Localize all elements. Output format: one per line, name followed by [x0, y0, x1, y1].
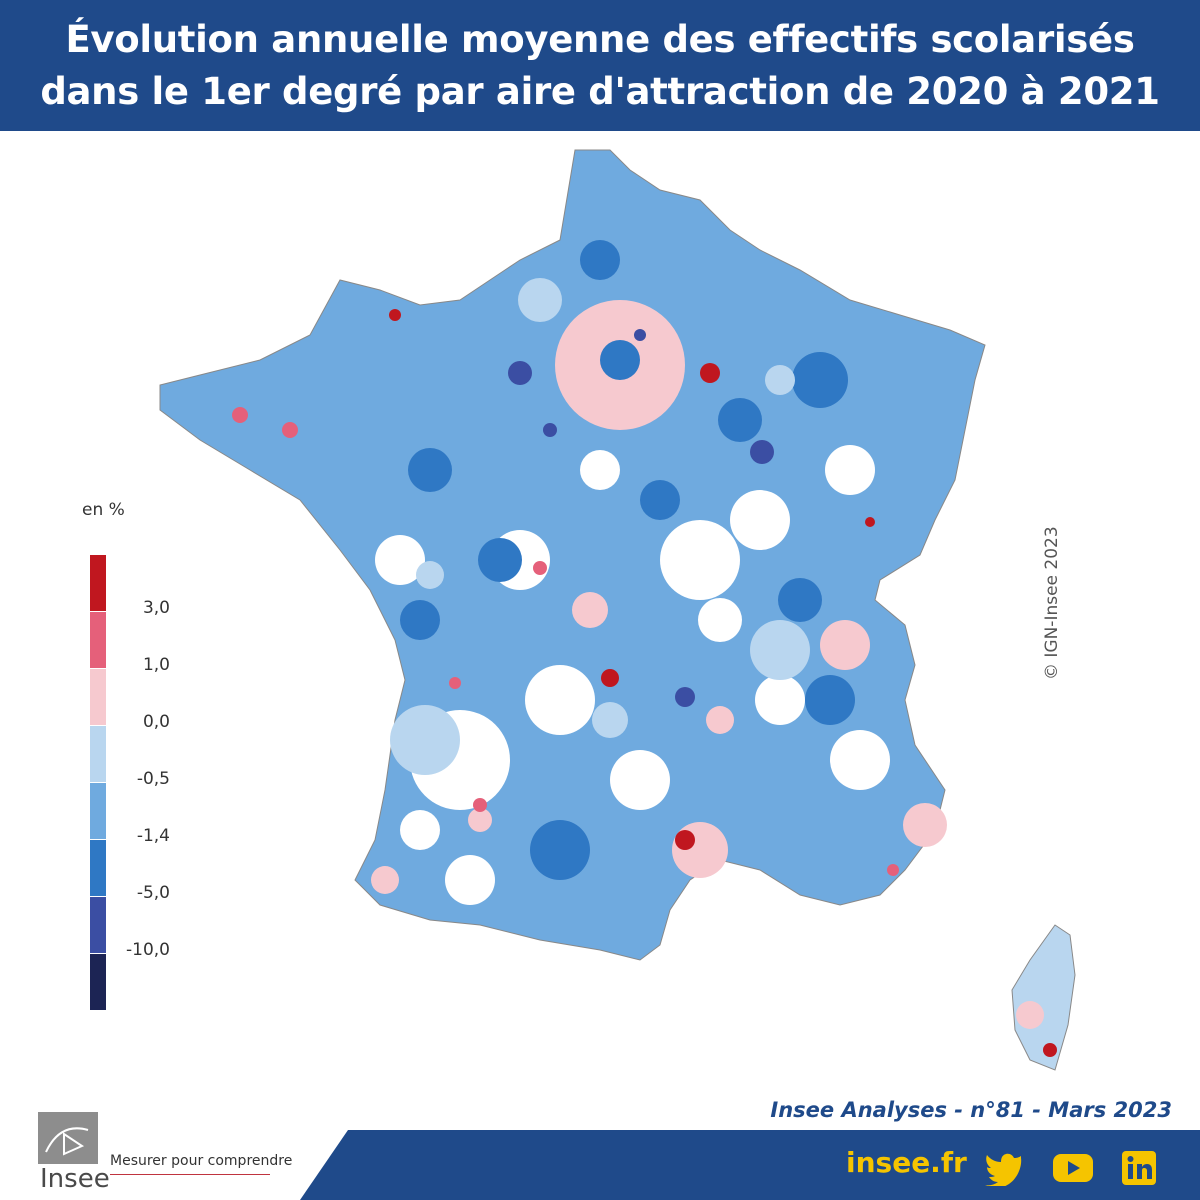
source-citation: Insee Analyses - n°81 - Mars 2023: [770, 1098, 1172, 1122]
legend: 3,0 1,0 0,0 -0,5 -1,4 -5,0 -10,0: [90, 555, 210, 1025]
choropleth-map: [0, 131, 1200, 1121]
tagline-underline: [110, 1174, 270, 1175]
insee-logo: [38, 1112, 98, 1164]
site-link[interactable]: insee.fr: [846, 1146, 967, 1179]
linkedin-icon[interactable]: [1120, 1150, 1160, 1186]
legend-swatch: [90, 669, 106, 725]
logo-text: Insee: [40, 1164, 110, 1194]
legend-label: -10,0: [126, 940, 170, 960]
legend-label: -1,4: [136, 826, 170, 846]
header-banner: Évolution annuelle moyenne des effectifs…: [0, 0, 1200, 131]
legend-swatch: [90, 783, 106, 839]
legend-swatch: [90, 612, 106, 668]
legend-unit: en %: [82, 500, 125, 520]
legend-swatch: [90, 726, 106, 782]
corsica: [1011, 924, 1076, 1071]
legend-label: -5,0: [136, 883, 170, 903]
paris-core: [600, 340, 640, 380]
legend-label: 0,0: [142, 712, 170, 732]
legend-label: -0,5: [136, 769, 170, 789]
red-zones: [389, 309, 1057, 1057]
legend-label: 1,0: [142, 655, 170, 675]
legend-swatch: [90, 954, 106, 1010]
legend-swatch: [90, 840, 106, 896]
copyright: © IGN-Insee 2023: [1042, 526, 1062, 680]
dark-blue-zones: [400, 240, 855, 880]
mainland-france: [159, 149, 986, 961]
legend-swatch: [90, 897, 106, 953]
tagline: Mesurer pour comprendre: [110, 1153, 293, 1169]
footer-band: [300, 1130, 1200, 1200]
twitter-icon[interactable]: [985, 1150, 1025, 1188]
logo-mark-icon: [45, 1127, 89, 1156]
rose-zones: [232, 407, 899, 876]
navy-zones: [508, 329, 774, 707]
light-blue-zones: [390, 278, 810, 775]
legend-swatch: [90, 555, 106, 611]
youtube-icon[interactable]: [1052, 1150, 1093, 1186]
legend-label: 3,0: [142, 598, 170, 618]
page-title: Évolution annuelle moyenne des effectifs…: [40, 18, 1160, 113]
france-map-svg: [159, 149, 1076, 1071]
